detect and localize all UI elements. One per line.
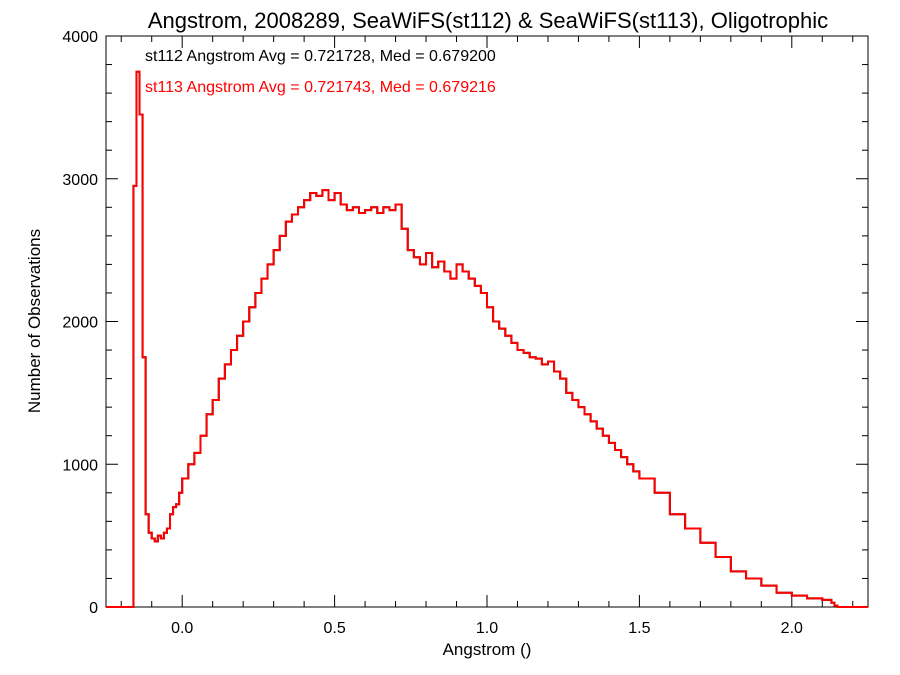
- series-st112: [106, 70, 868, 608]
- y-tick-label: 1000: [62, 457, 98, 474]
- y-axis-label: Number of Observations: [25, 229, 44, 413]
- legend-st113: st113 Angstrom Avg = 0.721743, Med = 0.6…: [145, 79, 496, 96]
- x-tick-label: 0.5: [323, 620, 345, 637]
- series-layer: [106, 70, 868, 608]
- y-tick-label: 4000: [62, 29, 98, 46]
- x-tick-label: 2.0: [781, 620, 803, 637]
- plot-frame: [105, 35, 869, 608]
- y-tick-label: 2000: [62, 315, 98, 332]
- chart-title: Angstrom, 2008289, SeaWiFS(st112) & SeaW…: [148, 8, 828, 33]
- x-tick-label: 0.0: [171, 620, 193, 637]
- x-axis-label: Angstrom (): [443, 640, 532, 659]
- x-tick-label: 1.0: [476, 620, 498, 637]
- y-tick-label: 3000: [62, 172, 98, 189]
- axis-ticks: [106, 35, 868, 608]
- axis-tick-labels: 0.0 0.5 1.0 1.5 2.0 0 1000 2000 3000 4000: [62, 29, 803, 637]
- y-tick-label: 0: [89, 600, 98, 617]
- x-tick-label: 1.5: [628, 620, 650, 637]
- legend-st112: st112 Angstrom Avg = 0.721728, Med = 0.6…: [145, 48, 496, 65]
- series-st113: [106, 70, 868, 608]
